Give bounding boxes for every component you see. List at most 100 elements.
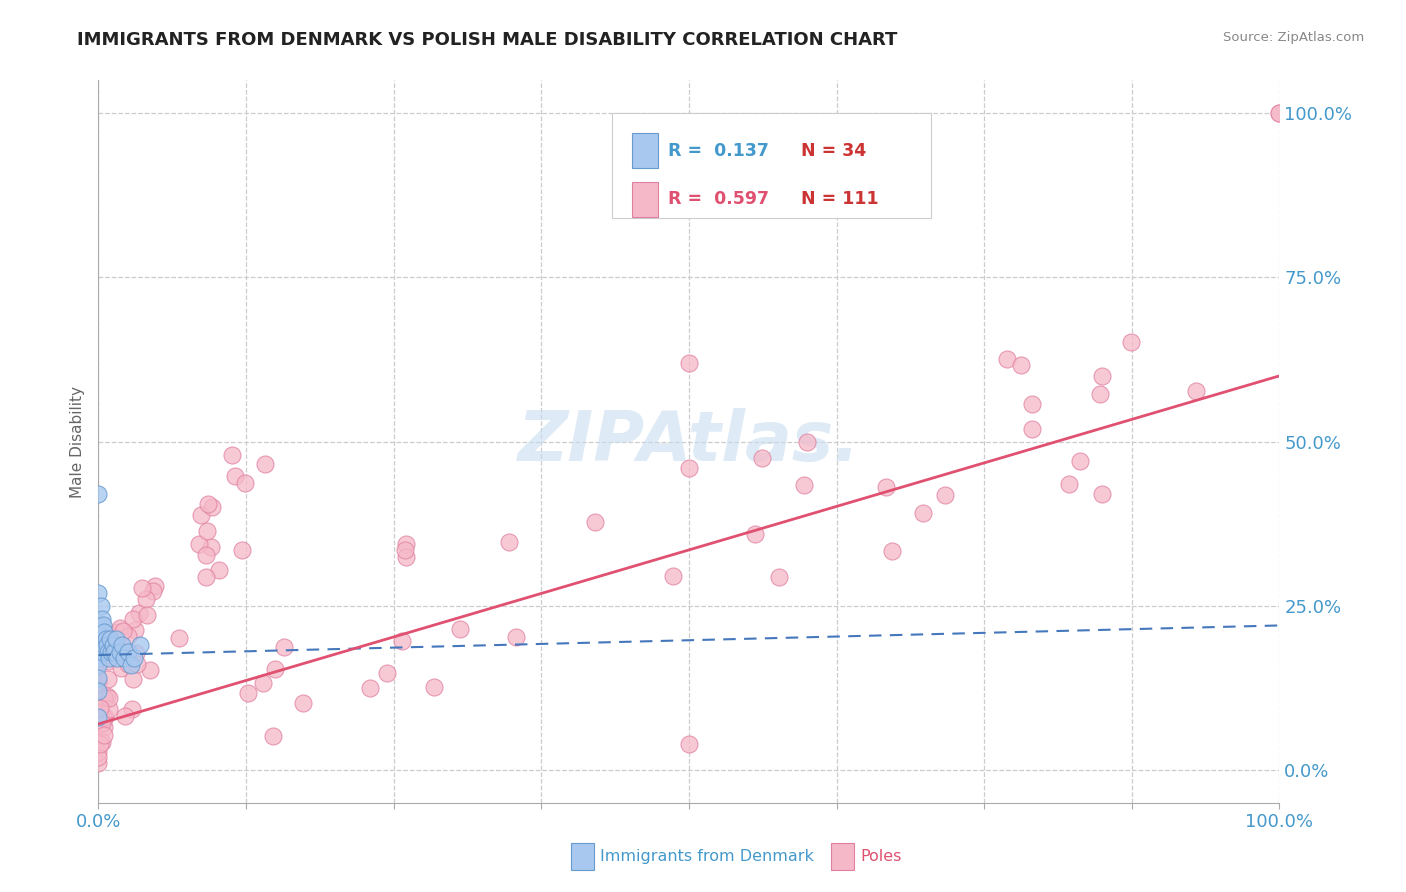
Point: [128, 606, 150, 620]
Y-axis label: Male Disability: Male Disability: [70, 385, 86, 498]
Point: [97, 654, 120, 668]
Point: [98, 632, 121, 646]
Point: [128, 638, 150, 652]
Point: [167, 632, 190, 646]
Bar: [633, 133, 658, 168]
Point: [197, 497, 219, 511]
Point: [678, 737, 700, 751]
Point: [96, 638, 118, 652]
Point: [238, 686, 260, 700]
Point: [87, 618, 110, 632]
Point: [1185, 384, 1208, 398]
Point: [1010, 359, 1032, 373]
Point: [96, 690, 118, 704]
Point: [188, 537, 211, 551]
Point: [89, 654, 111, 668]
Point: [231, 543, 253, 558]
Point: [98, 651, 121, 665]
Point: [359, 681, 381, 695]
Point: [125, 646, 148, 660]
Point: [89, 738, 111, 752]
Point: [108, 621, 131, 635]
Point: [93, 691, 115, 706]
Point: [94, 646, 117, 660]
Point: [143, 579, 166, 593]
Point: [190, 508, 212, 522]
FancyBboxPatch shape: [612, 112, 931, 218]
Text: N = 34: N = 34: [801, 142, 866, 160]
Point: [1121, 334, 1143, 349]
Point: [142, 583, 165, 598]
Point: [87, 645, 110, 659]
Point: [1091, 487, 1114, 501]
Point: [1268, 106, 1291, 120]
Point: [105, 651, 128, 665]
Point: [94, 710, 117, 724]
Point: [112, 624, 135, 638]
Text: Immigrants from Denmark: Immigrants from Denmark: [600, 849, 814, 863]
Point: [91, 735, 114, 749]
Point: [273, 640, 295, 654]
Point: [253, 457, 276, 471]
Point: [93, 638, 115, 652]
Point: [114, 709, 136, 723]
Point: [1088, 387, 1111, 401]
Point: [100, 645, 122, 659]
Point: [135, 607, 157, 622]
Text: Source: ZipAtlas.com: Source: ZipAtlas.com: [1223, 31, 1364, 45]
Point: [87, 684, 110, 698]
Point: [105, 624, 128, 639]
Text: Poles: Poles: [860, 849, 901, 863]
Point: [87, 651, 110, 665]
Point: [87, 756, 110, 771]
Point: [131, 582, 153, 596]
Point: [127, 657, 149, 671]
Point: [678, 460, 700, 475]
Point: [108, 645, 131, 659]
Point: [221, 448, 243, 462]
Point: [1057, 476, 1080, 491]
Point: [94, 632, 117, 646]
Point: [87, 674, 110, 689]
Point: [139, 663, 162, 677]
Point: [423, 680, 446, 694]
Point: [121, 657, 143, 672]
Point: [93, 625, 115, 640]
Point: [375, 666, 398, 681]
Point: [96, 629, 118, 643]
Bar: [831, 843, 855, 870]
Point: [90, 715, 112, 730]
Point: [117, 645, 139, 659]
Point: [796, 434, 818, 449]
Point: [934, 487, 956, 501]
Point: [87, 671, 110, 685]
Point: [122, 672, 145, 686]
Point: [678, 356, 700, 370]
Point: [87, 585, 110, 599]
Point: [395, 537, 418, 551]
Point: [395, 549, 418, 564]
Point: [195, 548, 218, 562]
Point: [1069, 453, 1091, 467]
Point: [744, 527, 766, 541]
Point: [121, 701, 143, 715]
Point: [91, 645, 114, 659]
Point: [201, 500, 224, 514]
Point: [105, 632, 128, 646]
Point: [200, 540, 222, 554]
Point: [391, 634, 413, 648]
Point: [1091, 368, 1114, 383]
Point: [87, 675, 110, 690]
Point: [117, 657, 139, 671]
Point: [93, 728, 115, 742]
Point: [121, 611, 143, 625]
Point: [1268, 106, 1291, 120]
Point: [195, 570, 218, 584]
Text: ZIPAtlas.: ZIPAtlas.: [517, 408, 860, 475]
Point: [89, 701, 111, 715]
Point: [117, 629, 139, 643]
Point: [264, 662, 287, 676]
Point: [768, 570, 790, 584]
Text: N = 111: N = 111: [801, 190, 879, 209]
Point: [793, 478, 815, 492]
